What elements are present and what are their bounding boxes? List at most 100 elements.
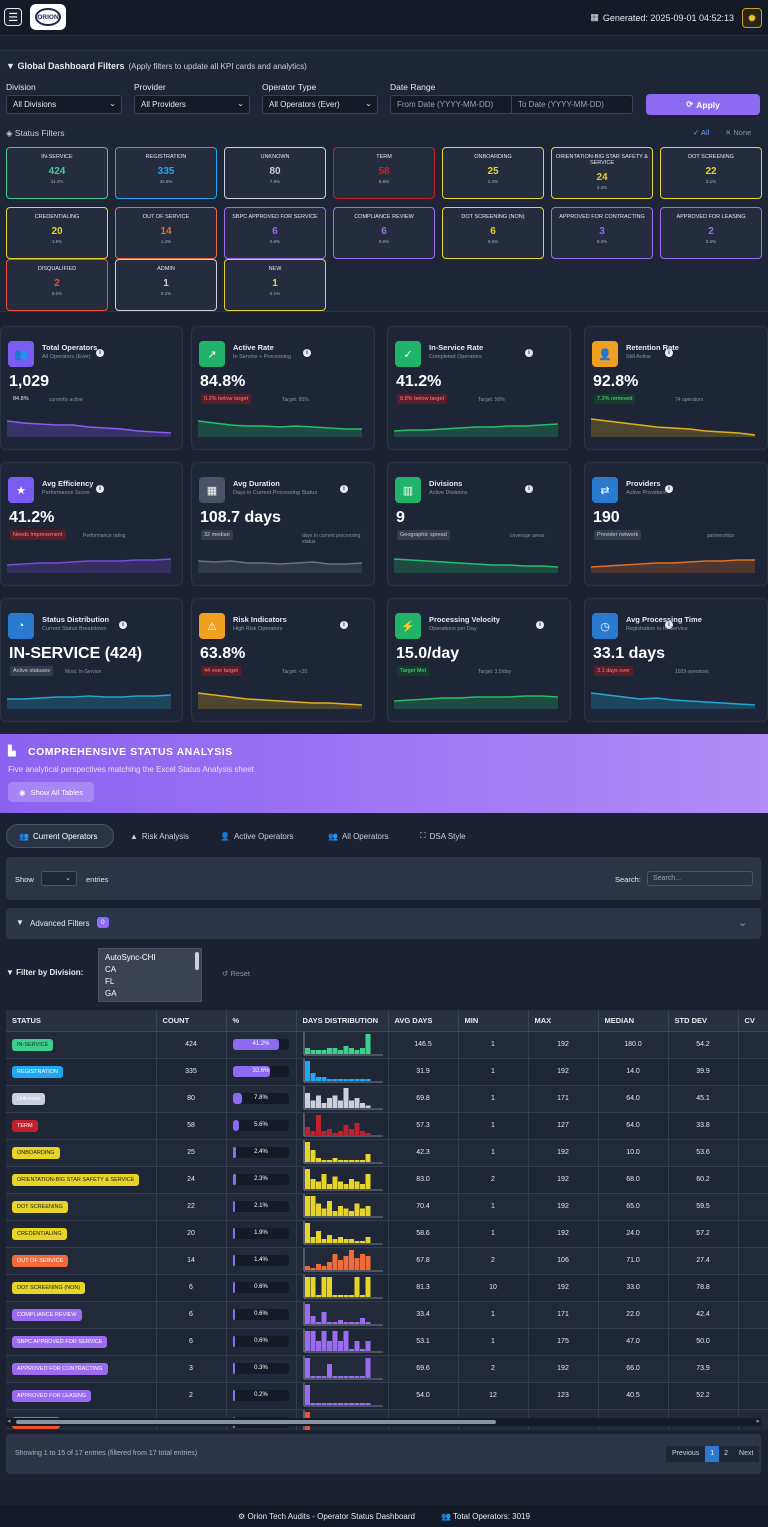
status-card[interactable]: APPROVED FOR CONTRACTING 3 0.3% [551, 207, 653, 259]
column-header[interactable]: DAYS DISTRIBUTION [296, 1010, 389, 1032]
theme-toggle-button[interactable]: ✹ [742, 8, 762, 28]
histogram-bar [348, 1078, 354, 1081]
percent-text: 41.2% [252, 1041, 270, 1047]
histogram-bar [337, 1130, 343, 1135]
status-card[interactable]: COMPLIANCE REVIEW 6 0.6% [333, 207, 435, 259]
histogram-bar [321, 1276, 326, 1297]
status-card[interactable]: IN-SERVICE 424 41.2% [6, 147, 108, 199]
division-option[interactable]: CA [105, 965, 117, 974]
count-cell: 335 [156, 1058, 227, 1086]
next-button[interactable]: Next [733, 1446, 760, 1462]
horizontal-scrollbar[interactable]: ◂ ▸ [6, 1418, 761, 1426]
division-option[interactable]: GA [105, 989, 117, 998]
min-cell: 1 [458, 1301, 529, 1329]
status-card[interactable]: TERM 58 5.6% [333, 147, 435, 199]
previous-button[interactable]: Previous [666, 1446, 706, 1462]
tab-label: Active Operators [233, 831, 294, 841]
search-input[interactable]: Search... [647, 871, 753, 886]
apply-button[interactable]: ⟳ Apply [646, 94, 760, 115]
status-card-name: OUT OF SERVICE [142, 214, 190, 220]
column-header[interactable]: MIN [458, 1010, 529, 1032]
info-icon[interactable]: i [303, 349, 311, 357]
status-card[interactable]: CREDENTIALING 20 1.9% [6, 207, 108, 259]
column-header[interactable]: MEDIAN [598, 1010, 669, 1032]
status-card[interactable]: APPROVED FOR LEASING 2 0.2% [660, 207, 762, 259]
division-multiselect[interactable]: AutoSync-CHI CA FL GA [98, 948, 202, 1002]
tab-dsa-style[interactable]: ⛶ DSA Style [408, 824, 478, 848]
kpi-badge-text: Active statuses [13, 668, 50, 674]
list-scrollbar[interactable] [195, 952, 199, 970]
operator-type-select[interactable]: All Operators (Ever) ⌄ [262, 95, 378, 114]
status-card[interactable]: DOT SCREENING 22 2.1% [660, 147, 762, 199]
tab-risk-analysis[interactable]: ▲ Risk Analysis [118, 824, 201, 848]
from-date-input[interactable]: From Date (YYYY-MM-DD) [390, 95, 512, 114]
menu-button[interactable]: ☰ [4, 8, 22, 26]
scroll-thumb[interactable] [16, 1420, 496, 1424]
show-all-tables-button[interactable]: ◉ Show All Tables [8, 782, 94, 802]
histogram-bar [343, 1078, 348, 1081]
division-option[interactable]: AutoSync-CHI [105, 953, 156, 962]
entries-select[interactable]: ⌄ [41, 871, 77, 886]
status-card-name: SBPC APPROVED FOR SERVICE [232, 214, 318, 220]
info-icon[interactable]: i [665, 485, 673, 493]
column-header[interactable]: CV [738, 1010, 768, 1032]
status-card[interactable]: Unknown 80 7.8% [224, 147, 326, 199]
status-card[interactable]: DOT SCREENING (NON) 6 0.6% [442, 207, 544, 259]
info-icon[interactable]: i [119, 621, 127, 629]
to-date-input[interactable]: To Date (YYYY-MM-DD) [511, 95, 633, 114]
page-1-button[interactable]: 1 [705, 1446, 720, 1462]
status-card[interactable]: DISQUALIFIED 2 0.2% [6, 259, 108, 311]
status-card[interactable]: REGISTRATION 335 32.6% [115, 147, 217, 199]
column-header[interactable]: AVG DAYS [388, 1010, 459, 1032]
percent-cell: 0.2% [226, 1382, 297, 1410]
status-card[interactable]: NEW 1 0.1% [224, 259, 326, 311]
kpi-note: 1029 operators [675, 669, 709, 675]
apply-label: Apply [696, 99, 720, 110]
info-icon[interactable]: i [340, 485, 348, 493]
tab-current-operators[interactable]: 👥 Current Operators [6, 824, 114, 848]
division-option[interactable]: FL [105, 977, 115, 986]
status-card[interactable]: ORIENTATION-BIG STAR SAFETY & SERVICE 24 2… [551, 147, 653, 199]
advanced-filters-toggle[interactable]: ▼ Advanced Filters 0 ⌄ [6, 908, 761, 939]
info-icon[interactable]: i [665, 621, 673, 629]
avg-days-cell: 33.4 [388, 1301, 459, 1329]
kpi-title: Providers [626, 479, 661, 488]
column-header[interactable]: MAX [528, 1010, 599, 1032]
column-header[interactable]: STATUS [6, 1010, 157, 1032]
histogram-bar [359, 1208, 365, 1216]
info-icon[interactable]: i [665, 349, 673, 357]
date-range-label: Date Range [390, 82, 436, 92]
status-card[interactable]: OUT OF SERVICE 14 1.4% [115, 207, 217, 259]
scroll-right-icon[interactable]: ▸ [756, 1418, 760, 1425]
chevron-down-icon: ⌄ [65, 875, 71, 882]
info-icon[interactable]: i [340, 621, 348, 629]
status-card[interactable]: ADMIN 1 0.1% [115, 259, 217, 311]
scroll-left-icon[interactable]: ◂ [7, 1418, 11, 1425]
tab-active-operators[interactable]: 👤 Active Operators [208, 824, 306, 848]
histogram-bar [354, 1276, 359, 1297]
info-icon[interactable]: i [525, 485, 533, 493]
kpi-value: 33.1 days [593, 645, 666, 662]
column-header[interactable]: % [226, 1010, 297, 1032]
kpi-note: 74 operators [675, 397, 704, 403]
column-header[interactable]: COUNT [156, 1010, 227, 1032]
info-icon[interactable]: i [536, 621, 544, 629]
column-header[interactable]: STD DEV [668, 1010, 739, 1032]
count-cell: 6 [156, 1328, 227, 1356]
select-all-link[interactable]: ✓ All [693, 128, 710, 137]
division-select[interactable]: All Divisions ⌄ [6, 95, 122, 114]
histogram-bar [304, 1330, 310, 1351]
reset-button[interactable]: ↺ Reset [222, 969, 250, 978]
page-2-button[interactable]: 2 [719, 1446, 734, 1462]
status-card[interactable]: ONBOARDING 25 2.4% [442, 147, 544, 199]
provider-select[interactable]: All Providers ⌄ [134, 95, 250, 114]
tab-all-operators[interactable]: 👥 All Operators [316, 824, 401, 848]
histogram-bar [332, 1095, 337, 1108]
sparkline-line [591, 559, 755, 568]
info-icon[interactable]: i [96, 485, 104, 493]
info-icon[interactable]: i [525, 349, 533, 357]
histogram-bar [365, 1276, 370, 1297]
status-card[interactable]: SBPC APPROVED FOR SERVICE 6 0.6% [224, 207, 326, 259]
select-none-link[interactable]: ✕ None [725, 128, 752, 137]
info-icon[interactable]: i [96, 349, 104, 357]
